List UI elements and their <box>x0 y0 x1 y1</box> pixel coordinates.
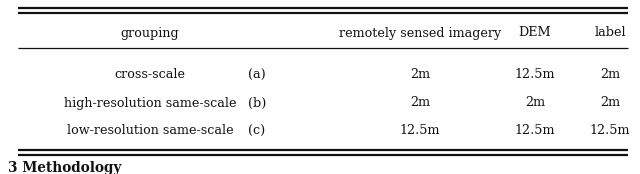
Text: 12.5m: 12.5m <box>400 125 440 137</box>
Text: DEM: DEM <box>518 26 551 39</box>
Text: cross-scale: cross-scale <box>115 69 186 81</box>
Text: (c): (c) <box>248 125 265 137</box>
Text: (b): (b) <box>248 97 266 109</box>
Text: 12.5m: 12.5m <box>589 125 630 137</box>
Text: 2m: 2m <box>600 69 620 81</box>
Text: label: label <box>594 26 626 39</box>
Text: remotely sensed imagery: remotely sensed imagery <box>339 26 501 39</box>
Text: grouping: grouping <box>121 26 179 39</box>
Text: 3 Methodology: 3 Methodology <box>8 161 122 174</box>
Text: 2m: 2m <box>410 69 430 81</box>
Text: low-resolution same-scale: low-resolution same-scale <box>67 125 234 137</box>
Text: 2m: 2m <box>600 97 620 109</box>
Text: 12.5m: 12.5m <box>515 125 556 137</box>
Text: 2m: 2m <box>410 97 430 109</box>
Text: (a): (a) <box>248 69 266 81</box>
Text: 12.5m: 12.5m <box>515 69 556 81</box>
Text: 2m: 2m <box>525 97 545 109</box>
Text: high-resolution same-scale: high-resolution same-scale <box>64 97 236 109</box>
